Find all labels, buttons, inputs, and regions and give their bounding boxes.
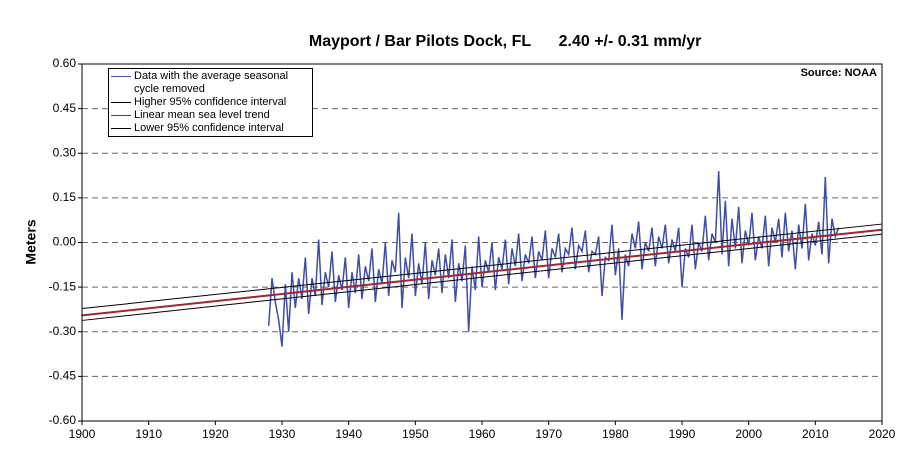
data-line bbox=[267, 171, 840, 347]
x-tick-label: 1960 bbox=[469, 427, 496, 441]
legend-swatch bbox=[111, 76, 131, 77]
chart-title: Mayport / Bar Pilots Dock, FL bbox=[309, 33, 531, 50]
x-tick-label: 2020 bbox=[869, 427, 896, 441]
x-tick-label: 1940 bbox=[335, 427, 362, 441]
legend-swatch bbox=[111, 115, 131, 116]
plot-frame bbox=[81, 63, 883, 422]
x-tick-label: 1920 bbox=[202, 427, 229, 441]
x-tick-label: 1900 bbox=[69, 427, 96, 441]
legend-label: Lower 95% confidence interval bbox=[134, 122, 284, 134]
x-tick-label: 1930 bbox=[269, 427, 296, 441]
legend-label: Higher 95% confidence interval bbox=[134, 96, 287, 108]
x-tick-label: 1980 bbox=[602, 427, 629, 441]
y-tick-label: 0.60 bbox=[53, 56, 77, 70]
x-tick-label: 1950 bbox=[402, 427, 429, 441]
trend-line bbox=[81, 223, 883, 310]
y-tick-label: -0.45 bbox=[49, 369, 77, 383]
legend-swatch bbox=[111, 102, 131, 103]
y-tick-label: 0.00 bbox=[53, 235, 77, 249]
y-tick-label: 0.30 bbox=[53, 145, 77, 159]
trend-line bbox=[81, 228, 883, 317]
legend-label: Data with the average seasonal cycle rem… bbox=[134, 70, 289, 95]
legend-swatch bbox=[111, 128, 131, 129]
source-note: Source: NOAA bbox=[801, 67, 877, 79]
trend-line bbox=[81, 233, 883, 321]
y-axis-label: Meters bbox=[23, 219, 39, 264]
x-tick-label: 1970 bbox=[535, 427, 562, 441]
legend-entry: Lower 95% confidence interval bbox=[111, 122, 310, 135]
legend: Data with the average seasonal cycle rem… bbox=[108, 68, 313, 137]
y-tick-label: -0.30 bbox=[49, 324, 77, 338]
y-tick-label: -0.60 bbox=[49, 413, 77, 427]
y-tick-label: 0.15 bbox=[53, 190, 77, 204]
x-tick-label: 2000 bbox=[735, 427, 762, 441]
legend-entry: Higher 95% confidence interval bbox=[111, 96, 310, 109]
chart-subtitle: 2.40 +/- 0.31 mm/yr bbox=[559, 33, 702, 50]
y-tick-label: -0.15 bbox=[49, 279, 77, 293]
x-tick-label: 1910 bbox=[135, 427, 162, 441]
legend-label: Linear mean sea level trend bbox=[134, 109, 270, 121]
legend-entry: Data with the average seasonal cycle rem… bbox=[111, 70, 310, 96]
legend-entry: Linear mean sea level trend bbox=[111, 109, 310, 122]
x-tick-label: 1990 bbox=[669, 427, 696, 441]
x-tick-label: 2010 bbox=[802, 427, 829, 441]
y-tick-label: 0.45 bbox=[53, 101, 77, 115]
